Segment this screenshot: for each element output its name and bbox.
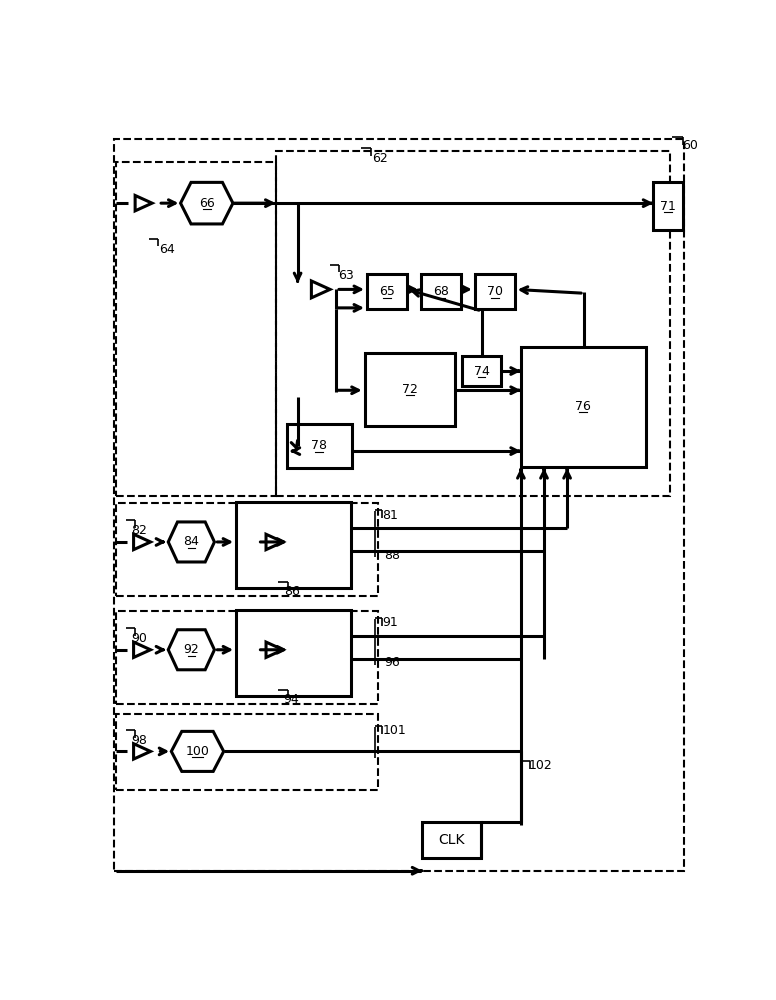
Polygon shape [168, 630, 214, 670]
Bar [521, 347, 646, 466]
Text: 101: 101 [383, 724, 406, 737]
Text: 70: 70 [487, 285, 503, 298]
Text: 81: 81 [383, 509, 398, 522]
Bar [475, 274, 514, 309]
Polygon shape [133, 744, 151, 759]
Text: 66: 66 [199, 197, 215, 210]
Text: 94: 94 [284, 693, 300, 706]
Bar [287, 424, 352, 468]
Bar [116, 503, 378, 596]
Bar [422, 822, 481, 858]
Polygon shape [135, 195, 152, 211]
Text: 64: 64 [159, 243, 175, 256]
Polygon shape [133, 534, 151, 550]
Text: 91: 91 [383, 616, 398, 629]
Polygon shape [171, 731, 223, 771]
Bar [236, 502, 352, 588]
Text: 62: 62 [372, 152, 388, 165]
Text: 82: 82 [131, 524, 147, 537]
Text: 100: 100 [185, 745, 210, 758]
Text: 78: 78 [311, 439, 327, 452]
Text: 96: 96 [384, 656, 400, 669]
Bar [116, 714, 378, 790]
Bar [367, 274, 407, 309]
Bar [116, 162, 276, 496]
Bar [462, 356, 501, 386]
Bar [365, 353, 456, 426]
Polygon shape [181, 182, 233, 224]
Bar [653, 182, 683, 230]
Bar [236, 610, 352, 696]
Text: 86: 86 [284, 585, 300, 598]
Polygon shape [311, 281, 330, 298]
Text: 60: 60 [683, 139, 698, 152]
Bar [421, 274, 461, 309]
Polygon shape [266, 642, 283, 657]
Text: 88: 88 [384, 549, 400, 562]
Bar [276, 151, 670, 496]
Text: 102: 102 [528, 759, 553, 772]
Polygon shape [133, 642, 151, 657]
Text: 92: 92 [183, 643, 199, 656]
Polygon shape [266, 534, 283, 550]
Text: 71: 71 [660, 200, 676, 213]
Text: 63: 63 [338, 269, 353, 282]
Bar [116, 611, 378, 704]
Text: 68: 68 [433, 285, 449, 298]
Text: 65: 65 [379, 285, 395, 298]
Text: 72: 72 [402, 383, 418, 396]
Text: 98: 98 [131, 734, 147, 747]
Text: 84: 84 [183, 535, 199, 548]
Text: CLK: CLK [438, 833, 465, 847]
Text: 74: 74 [473, 365, 490, 378]
Text: 90: 90 [131, 632, 147, 645]
Text: 76: 76 [575, 400, 591, 413]
Polygon shape [168, 522, 214, 562]
